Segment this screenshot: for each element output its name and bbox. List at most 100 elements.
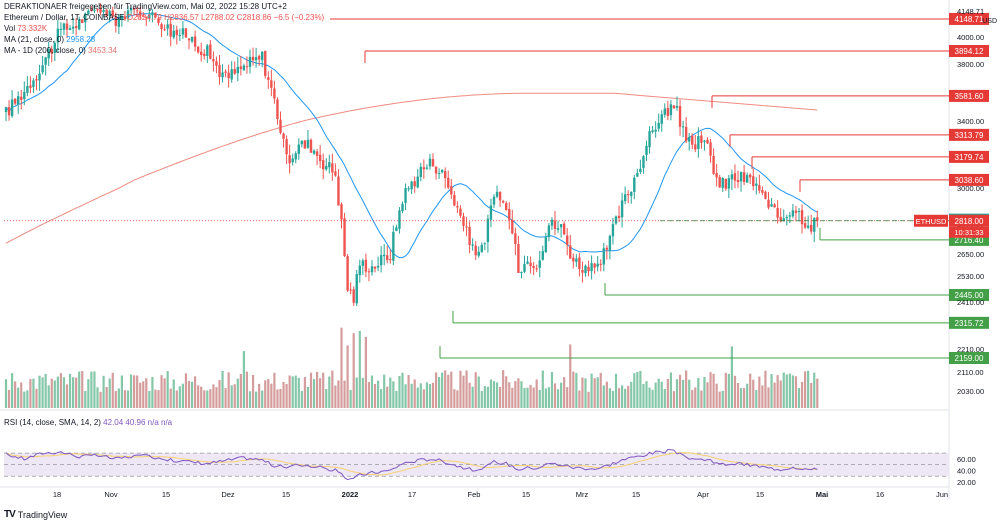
resistance-label: 4148.71 [955, 15, 984, 24]
candle-body [10, 99, 14, 117]
candle-body [233, 68, 236, 74]
candle-body [145, 17, 148, 19]
volume-bar [331, 370, 334, 408]
volume-bar [575, 372, 578, 408]
candle-body [654, 129, 657, 132]
candle-body [602, 248, 605, 265]
candle-body [242, 65, 246, 71]
volume-bar [166, 371, 169, 408]
volume-bar [96, 387, 99, 408]
rsi-tick-label: 40.00 [957, 466, 976, 475]
candle-body [56, 28, 60, 43]
candle-body [206, 45, 209, 56]
resistance-label: 3038.60 [955, 176, 984, 185]
volume-label: Vol [4, 24, 16, 33]
volume-bar [416, 387, 419, 408]
candle-body [135, 10, 139, 12]
candle-body [620, 200, 624, 218]
symbol-name: Ethereum / Dollar, 1T, COINBASE [4, 13, 125, 22]
candle-body [684, 126, 688, 142]
candle-body [166, 24, 169, 29]
candle-body [270, 80, 273, 88]
volume-bar [621, 385, 624, 408]
candle-body [337, 176, 340, 206]
volume-bar [685, 370, 688, 408]
candle-body [471, 244, 474, 246]
volume-bar [517, 378, 520, 408]
volume-bar [309, 372, 313, 408]
candle-body [776, 207, 779, 218]
volume-bar [288, 375, 291, 408]
candle-body [215, 61, 218, 66]
candle-body [791, 210, 795, 217]
candle-body [520, 272, 523, 274]
candle-body [474, 245, 477, 256]
candle-body [190, 37, 194, 42]
candle-body [639, 168, 642, 173]
candle-body [617, 215, 621, 218]
volume-bar [105, 386, 108, 408]
candle-body [498, 191, 502, 201]
support-label: 2445.00 [955, 291, 984, 300]
volume-bar [706, 382, 709, 408]
volume-bar [84, 390, 87, 408]
volume-bar [495, 382, 499, 408]
candle-body [62, 23, 66, 30]
candle-body [703, 140, 706, 142]
brand-name: TradingView [17, 509, 68, 520]
volume-bar [514, 381, 517, 408]
candle-body [697, 136, 700, 149]
volume-bar [4, 379, 8, 408]
candle-body [139, 11, 142, 16]
candle-body [108, 10, 111, 16]
candle-body [694, 144, 697, 150]
candle-body [239, 66, 243, 69]
time-tick-label: 16 [876, 490, 884, 499]
volume-bar [148, 391, 151, 408]
candle-body [529, 262, 532, 267]
volume-bar [346, 345, 349, 408]
candle-body [447, 177, 450, 188]
candle-body [68, 28, 72, 30]
volume-bar [520, 381, 523, 408]
candle-body [425, 167, 429, 169]
volume-bar [703, 376, 706, 408]
volume-bar [264, 380, 267, 408]
volume-bar [282, 381, 285, 408]
candle-body [550, 219, 554, 226]
candle-body [556, 228, 560, 230]
currency-label: USD [982, 18, 997, 25]
volume-bar [660, 381, 663, 408]
volume-bar [465, 370, 468, 408]
candle-body [630, 191, 633, 196]
volume-bar [221, 371, 224, 408]
volume-bar [425, 382, 428, 408]
candle-body [221, 72, 224, 78]
time-tick-label: 15 [632, 490, 640, 499]
tradingview-brand[interactable]: TV TradingView [4, 509, 67, 520]
candle-body [17, 96, 20, 105]
volume-bar [453, 389, 456, 408]
time-tick-label: 15 [756, 490, 764, 499]
price-tick-label: 2530.00 [957, 272, 984, 281]
volume-bar [258, 383, 261, 408]
volume-bar [602, 385, 605, 408]
candle-body [566, 235, 569, 245]
volume-bar [7, 389, 11, 408]
volume-bar [630, 381, 633, 408]
ma200-label: MA - 1D (200, close, 0) [4, 46, 86, 55]
candle-body [117, 18, 121, 27]
volume-bar [270, 383, 273, 408]
volume-bar [175, 390, 178, 408]
candle-body [736, 179, 740, 183]
candle-body [465, 226, 468, 228]
volume-bar [401, 372, 404, 408]
candle-body [672, 105, 676, 109]
candle-body [688, 136, 691, 142]
candle-body [172, 30, 175, 38]
volume-legend: Vol 73.332K [4, 24, 47, 33]
candle-body [203, 53, 206, 57]
volume-bar [133, 375, 136, 408]
candle-body [111, 10, 114, 17]
